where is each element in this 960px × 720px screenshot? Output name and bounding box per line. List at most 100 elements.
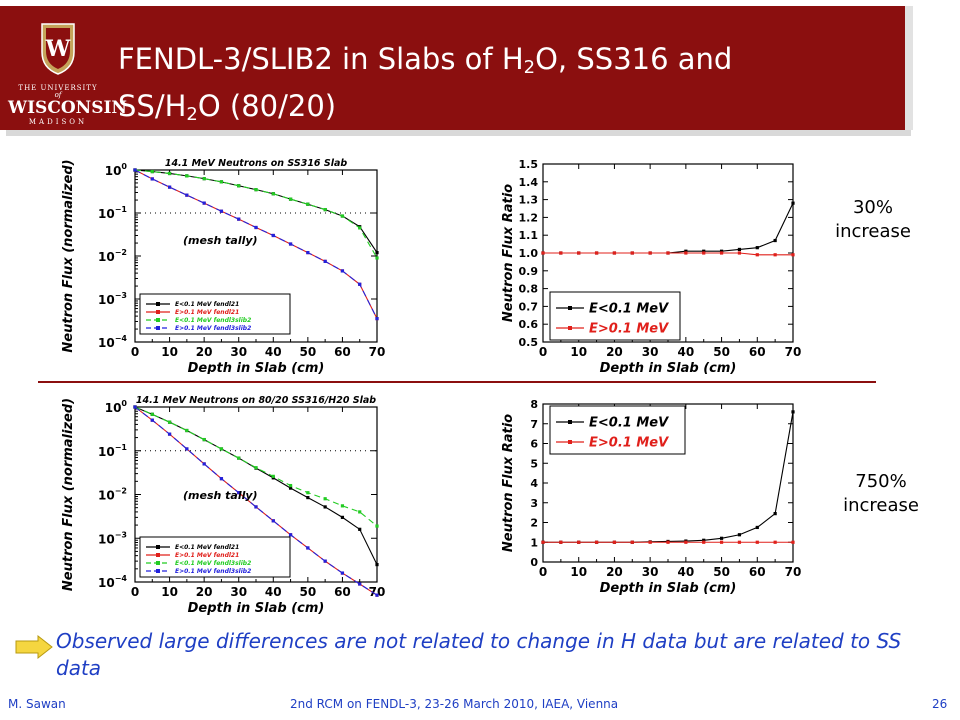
observation-text: Observed large differences are not relat…	[56, 629, 902, 680]
data-point	[150, 418, 154, 422]
y-tick-label: 1.4	[519, 176, 539, 189]
data-point	[323, 559, 327, 563]
x-tick-label: 70	[369, 345, 386, 359]
x-tick-label: 40	[678, 565, 695, 579]
arrow-right-icon	[15, 634, 53, 660]
y-axis-label: Neutron Flux (normalized)	[61, 398, 76, 591]
x-tick-label: 30	[642, 565, 659, 579]
legend-label: E<0.1 MeV	[589, 415, 669, 430]
note-bottom: 750% increase	[826, 470, 936, 518]
y-tick-label: 8	[530, 398, 538, 411]
data-point	[719, 251, 724, 255]
title-subscript: 2	[523, 57, 536, 78]
chart-annotation: (mesh tally)	[183, 489, 258, 502]
data-point	[306, 546, 310, 550]
data-point	[150, 412, 154, 416]
legend-label: E>0.1 MeV fendl21	[175, 552, 239, 559]
data-point	[219, 209, 224, 213]
data-point	[719, 249, 724, 253]
x-tick-label: 40	[265, 345, 282, 359]
x-tick-label: 30	[230, 345, 247, 359]
data-point	[755, 253, 759, 257]
x-tick-label: 10	[161, 345, 178, 359]
data-point	[185, 174, 189, 178]
x-tick-label: 50	[713, 345, 730, 359]
data-point	[306, 250, 310, 255]
x-tick-label: 0	[131, 345, 139, 359]
data-point	[323, 207, 327, 212]
legend-marker	[156, 310, 160, 314]
x-axis-label: Depth in Slab (cm)	[600, 581, 737, 596]
data-point	[271, 519, 275, 523]
title-part: O, SS316 and	[535, 42, 733, 76]
data-point	[612, 251, 617, 255]
data-point	[133, 168, 137, 172]
y-tick-label: 10−3	[98, 291, 127, 307]
footer-author: M. Sawan	[8, 697, 66, 711]
data-point	[773, 238, 777, 243]
data-point	[737, 533, 742, 537]
y-tick-label: 4	[530, 477, 538, 490]
data-point	[755, 540, 759, 544]
data-point	[167, 185, 172, 189]
banner-shadow-edge	[905, 6, 913, 130]
x-tick-label: 0	[539, 345, 547, 359]
legend-marker	[156, 561, 160, 565]
data-point	[684, 251, 688, 255]
title-banner	[0, 6, 905, 130]
data-point	[375, 256, 379, 260]
legend-label: E>0.1 MeV fendl3slib2	[175, 568, 251, 575]
data-point	[559, 251, 563, 255]
data-point	[219, 180, 224, 184]
legend-box	[139, 293, 291, 335]
svg-text:W: W	[45, 36, 71, 62]
x-tick-label: 0	[131, 585, 139, 599]
data-point	[702, 538, 706, 542]
data-point	[323, 497, 327, 501]
section-divider	[38, 381, 876, 383]
footer-page-number: 26	[932, 697, 948, 711]
x-tick-label: 20	[606, 565, 623, 579]
legend-marker	[156, 318, 160, 322]
data-point	[340, 571, 345, 575]
data-point	[167, 171, 172, 176]
data-point	[288, 483, 293, 488]
data-point	[666, 540, 670, 544]
data-point	[773, 253, 777, 257]
y-tick-label: 0.9	[519, 265, 539, 278]
data-point	[133, 405, 137, 409]
data-point	[719, 540, 724, 544]
data-point	[288, 242, 293, 246]
legend-box	[549, 405, 686, 455]
legend-marker	[568, 420, 572, 424]
data-point	[167, 420, 172, 424]
y-tick-label: 0.5	[519, 336, 539, 349]
data-point	[237, 217, 241, 221]
data-point	[358, 226, 362, 230]
title-subscript: 2	[186, 104, 198, 125]
data-point	[594, 540, 599, 544]
x-tick-label: 40	[678, 345, 695, 359]
y-tick-label: 10−1	[98, 443, 127, 459]
data-point	[254, 225, 258, 230]
x-tick-label: 20	[606, 345, 623, 359]
x-tick-label: 40	[265, 585, 282, 599]
x-tick-label: 20	[196, 585, 213, 599]
y-tick-label: 0.8	[519, 283, 539, 296]
y-tick-label: 100	[105, 162, 128, 178]
data-point	[150, 169, 154, 174]
data-point	[612, 540, 617, 544]
x-tick-label: 0	[539, 565, 547, 579]
y-tick-label: 5	[530, 457, 538, 470]
data-point	[541, 251, 545, 255]
y-tick-label: 10−1	[98, 205, 127, 221]
y-tick-label: 10−4	[98, 574, 127, 590]
y-tick-label: 0.7	[519, 300, 539, 313]
legend-label: E<0.1 MeV fendl21	[175, 301, 239, 308]
y-tick-label: 1.0	[519, 247, 539, 260]
data-point	[773, 512, 777, 516]
legend-label: E<0.1 MeV fendl3slib2	[175, 317, 251, 324]
data-point	[271, 233, 275, 238]
data-point	[306, 495, 310, 500]
data-point	[358, 510, 362, 514]
